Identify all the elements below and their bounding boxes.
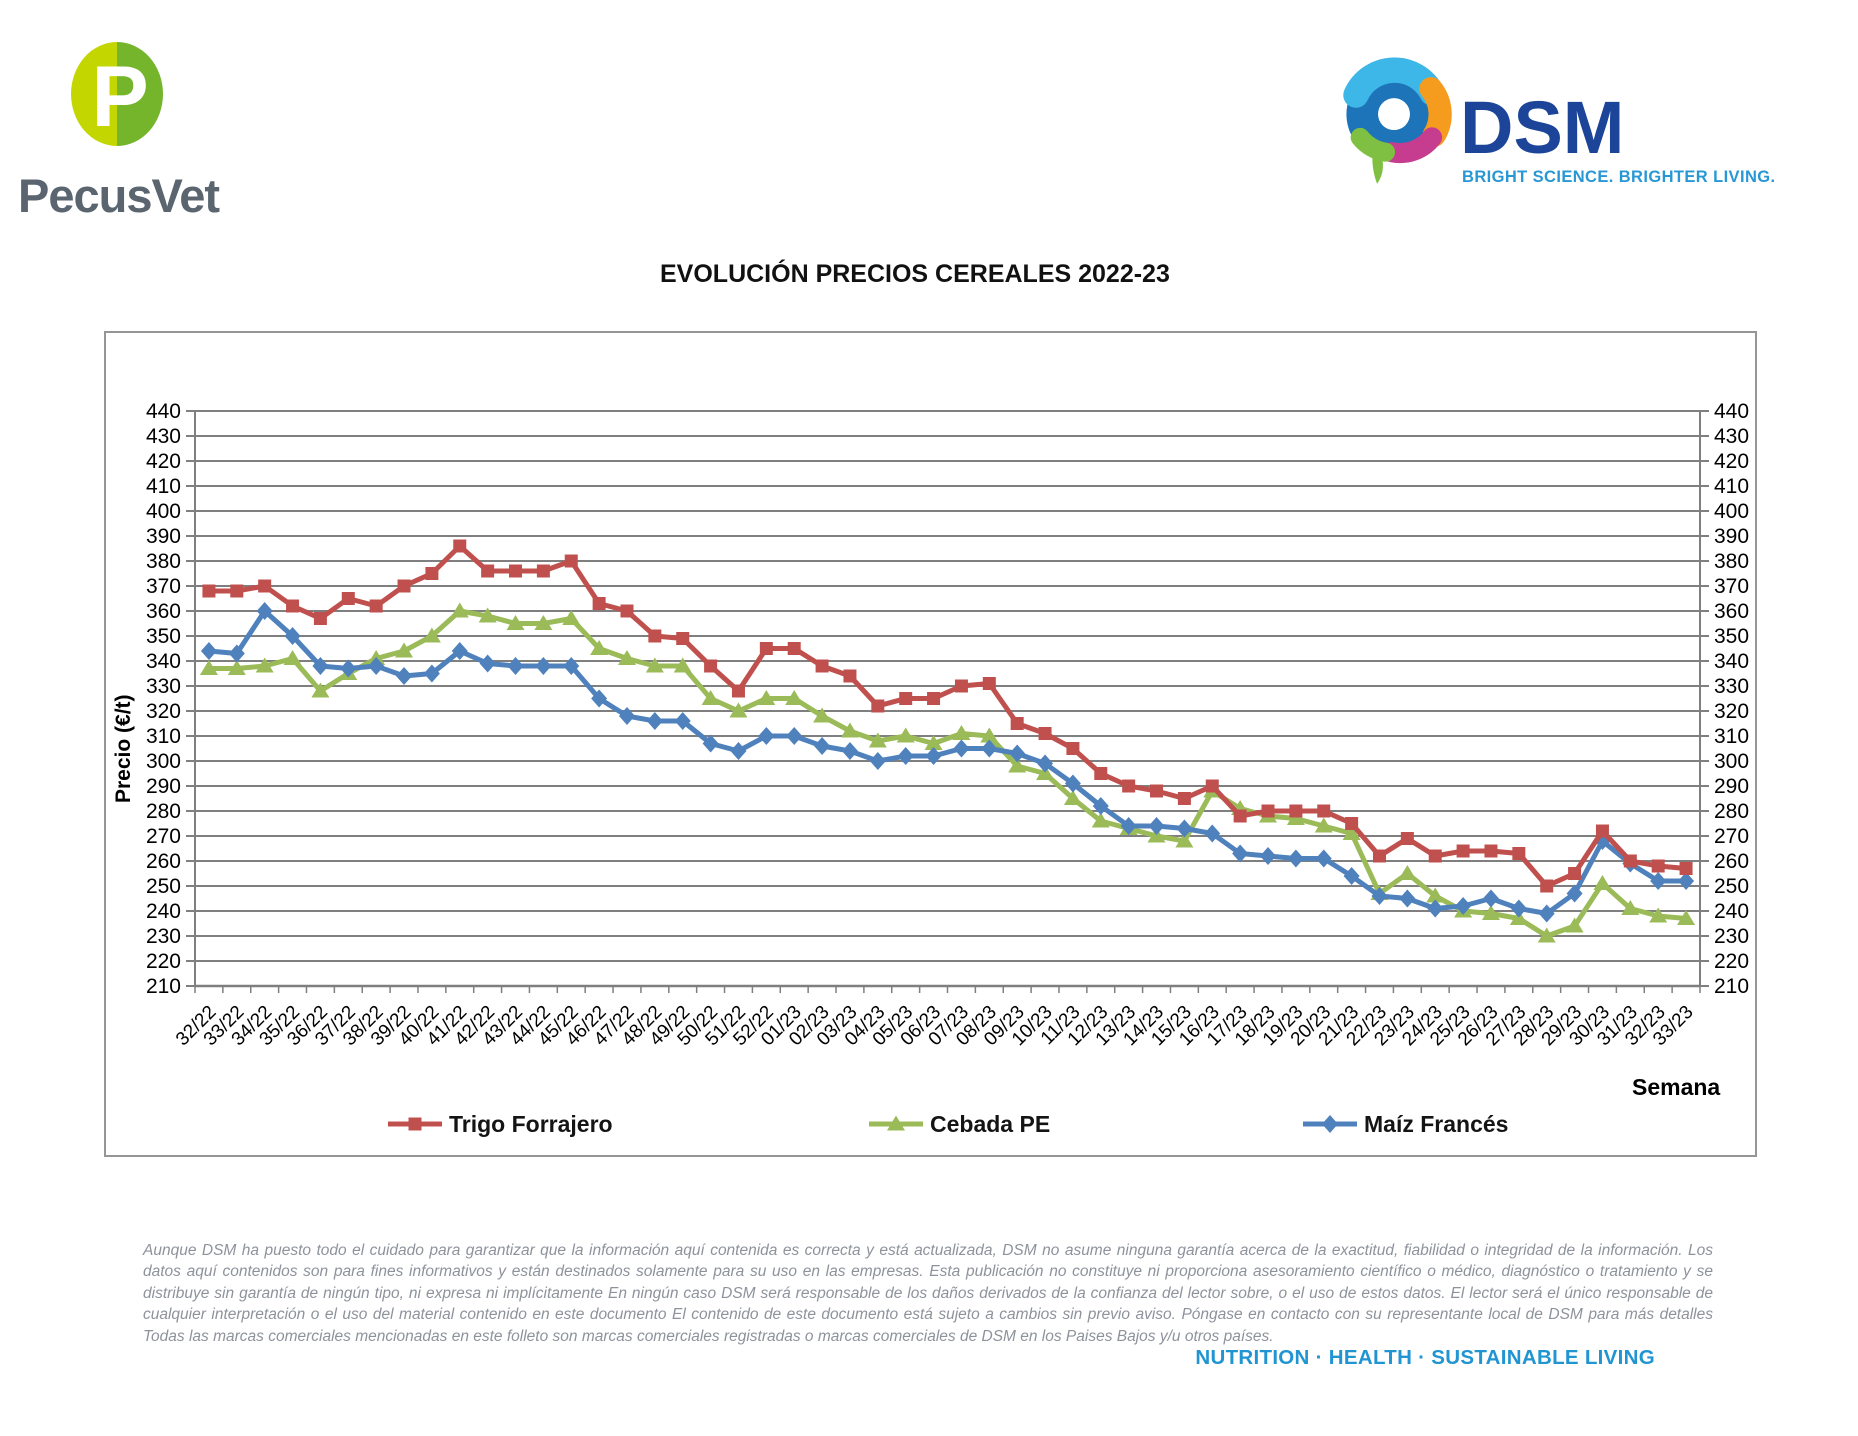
svg-text:290: 290 [146,775,181,798]
svg-text:240: 240 [146,900,181,923]
dsm-tagline: BRIGHT SCIENCE. BRIGHTER LIVING. [1462,168,1776,186]
svg-text:220: 220 [1714,950,1749,973]
svg-text:300: 300 [146,750,181,773]
svg-text:210: 210 [146,975,181,998]
svg-text:400: 400 [146,500,181,523]
svg-text:400: 400 [1714,500,1749,523]
svg-text:260: 260 [1714,850,1749,873]
legend-item-cebada-pe: Cebada PE [867,1109,1050,1139]
svg-text:310: 310 [1714,725,1749,748]
pecusvet-logo-icon: P [71,42,163,146]
svg-text:370: 370 [146,575,181,598]
legend-label-trigo-forrajero: Trigo Forrajero [449,1110,613,1137]
dsm-wordmark: DSM [1460,86,1625,169]
legend-item-maiz-frances: Maíz Francés [1301,1109,1508,1139]
svg-text:330: 330 [1714,675,1749,698]
svg-text:250: 250 [146,875,181,898]
footer-tagline: NUTRITION · HEALTH · SUSTAINABLE LIVING [1195,1346,1655,1369]
svg-text:250: 250 [1714,875,1749,898]
svg-text:320: 320 [146,700,181,723]
svg-text:410: 410 [1714,475,1749,498]
legend-label-maiz-frances: Maíz Francés [1364,1110,1509,1137]
svg-text:210: 210 [1714,975,1749,998]
svg-text:440: 440 [146,400,181,423]
dsm-swirl-icon [1343,57,1452,184]
svg-text:380: 380 [1714,550,1749,573]
svg-text:340: 340 [1714,650,1749,673]
svg-text:340: 340 [146,650,181,673]
svg-text:380: 380 [146,550,181,573]
pecusvet-p-glyph: P [91,49,149,145]
svg-text:320: 320 [1714,700,1749,723]
svg-text:270: 270 [146,825,181,848]
svg-text:410: 410 [146,475,181,498]
svg-text:360: 360 [146,600,181,623]
svg-text:310: 310 [146,725,181,748]
disclaimer-text: Aunque DSM ha puesto todo el cuidado par… [143,1242,1713,1345]
legend-marker-trigo-forrajero [388,1117,442,1131]
svg-text:390: 390 [146,525,181,548]
price-evolution-chart: 210 210 220 220 230 230 240 240 250 250 260 260 270 2… [104,331,1757,1157]
legend-marker-cebada-pe [869,1115,923,1131]
svg-text:220: 220 [146,950,181,973]
svg-text:420: 420 [1714,450,1749,473]
svg-text:280: 280 [1714,800,1749,823]
svg-text:230: 230 [146,925,181,948]
svg-text:280: 280 [146,800,181,823]
svg-text:420: 420 [146,450,181,473]
svg-text:270: 270 [1714,825,1749,848]
svg-text:350: 350 [1714,625,1749,648]
svg-text:370: 370 [1714,575,1749,598]
svg-text:440: 440 [1714,400,1749,423]
y-axis-title: Precio (€/t) [112,694,135,803]
svg-text:430: 430 [146,425,181,448]
svg-text:230: 230 [1714,925,1749,948]
pecusvet-wordmark: PecusVet [18,169,220,222]
svg-text:300: 300 [1714,750,1749,773]
svg-text:430: 430 [1714,425,1749,448]
svg-text:360: 360 [1714,600,1749,623]
svg-text:350: 350 [146,625,181,648]
svg-text:330: 330 [146,675,181,698]
legend-label-cebada-pe: Cebada PE [930,1110,1051,1137]
x-axis-title: Semana [1632,1074,1721,1100]
svg-text:260: 260 [146,850,181,873]
svg-text:240: 240 [1714,900,1749,923]
legend-item-trigo-forrajero: Trigo Forrajero [386,1109,613,1139]
legend-marker-maiz-frances [1303,1115,1357,1133]
svg-text:290: 290 [1714,775,1749,798]
chart-title: EVOLUCIÓN PRECIOS CEREALES 2022-23 [660,260,1170,288]
svg-text:390: 390 [1714,525,1749,548]
